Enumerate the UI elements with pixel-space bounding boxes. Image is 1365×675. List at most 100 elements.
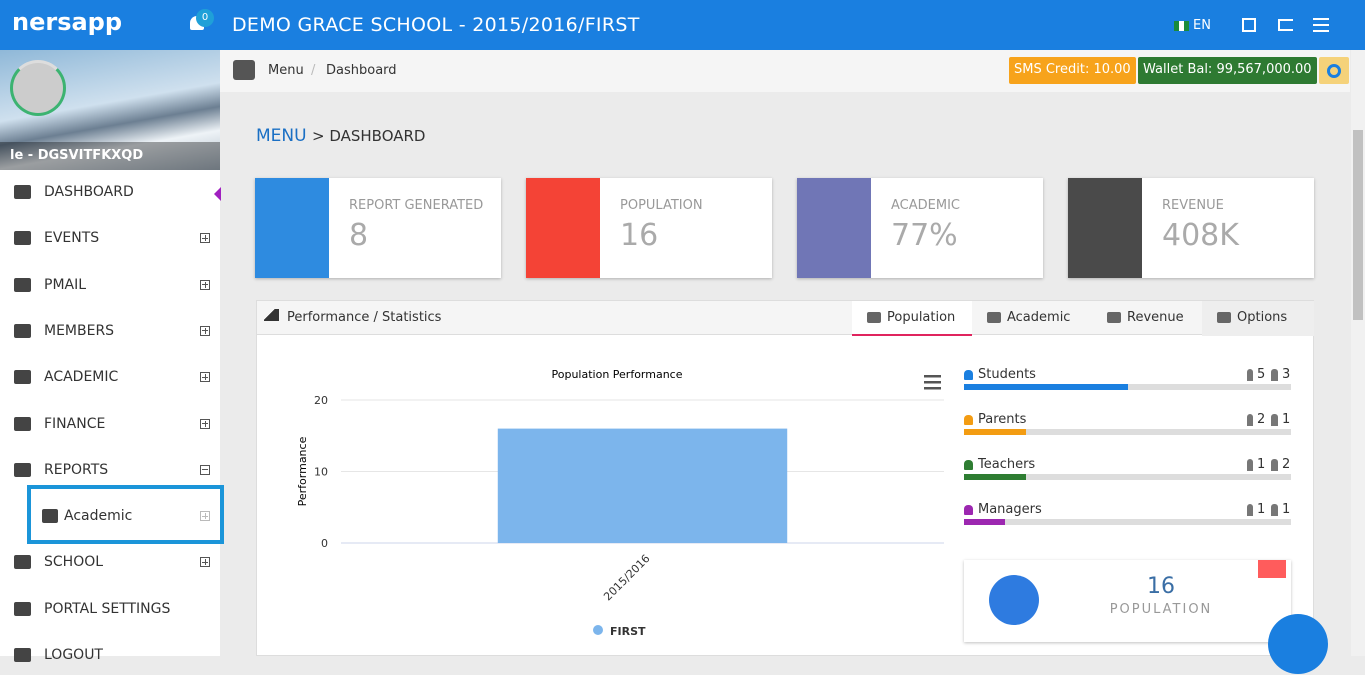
chart-menu: [924, 381, 941, 384]
group-icon: [964, 505, 973, 515]
avatar[interactable]: [10, 60, 66, 116]
male-count: 1: [1257, 457, 1266, 472]
summary-flag: [1258, 560, 1286, 578]
language[interactable]: EN: [1193, 18, 1211, 33]
menu-icon: [14, 601, 31, 616]
refresh-icon[interactable]: [233, 60, 255, 80]
toggle[interactable]: [200, 511, 210, 522]
menu-item[interactable]: SCHOOL: [0, 542, 220, 582]
submenu-highlight: [27, 485, 224, 545]
chart-icon: [264, 309, 279, 321]
female-count: 1: [1282, 412, 1291, 427]
menu-label[interactable]: PORTAL SETTINGS: [44, 600, 171, 617]
progress-bar: [964, 519, 1005, 525]
bar: [497, 428, 788, 543]
school-title: DEMO GRACE SCHOOL - 2015/2016/FIRST: [232, 14, 640, 36]
tab-icon: [1217, 312, 1231, 323]
submenu-item[interactable]: Academic: [0, 496, 220, 536]
sms-credit[interactable]: SMS Credit: 10.00: [1009, 57, 1136, 84]
group-label: Teachers: [978, 457, 1036, 472]
menu-item[interactable]: FINANCE: [0, 404, 220, 444]
menu-item[interactable]: EVENTS: [0, 218, 220, 258]
y-tick-label: 0: [321, 537, 328, 550]
summary-card: 16 POPULATION: [964, 560, 1291, 642]
progress-bar: [964, 474, 1027, 480]
tab-label[interactable]: Academic: [1007, 310, 1071, 325]
female-icon: [1271, 369, 1278, 381]
stat-card[interactable]: REVENUE 408K: [1068, 178, 1314, 278]
panel-title: Performance / Statistics: [287, 310, 442, 325]
stat-value: 77%: [891, 218, 958, 253]
toggle[interactable]: [200, 325, 210, 336]
male-count: 1: [1257, 502, 1266, 517]
toggle[interactable]: [200, 464, 210, 475]
settings-button[interactable]: [1319, 57, 1349, 84]
toggle[interactable]: [200, 418, 210, 429]
menu-label[interactable]: ACADEMIC: [44, 369, 119, 386]
stat-card[interactable]: POPULATION 16: [526, 178, 772, 278]
menu-icon: [14, 648, 31, 662]
submenu-label[interactable]: Academic: [64, 508, 133, 525]
group-label: Managers: [978, 502, 1042, 517]
menu-label[interactable]: MEMBERS: [44, 322, 115, 339]
group-icon: [964, 460, 973, 470]
logout-icon[interactable]: [1278, 19, 1293, 31]
notification-badge: 0: [196, 9, 214, 27]
chart-menu: [924, 375, 941, 378]
menu-label[interactable]: EVENTS: [44, 230, 100, 247]
stat-card[interactable]: ACADEMIC 77%: [797, 178, 1043, 278]
tab-label[interactable]: Population: [887, 310, 956, 325]
stat-value: 408K: [1162, 218, 1239, 253]
toggle[interactable]: [200, 279, 210, 290]
stat-label: REVENUE: [1162, 198, 1224, 213]
menu-icon: [14, 323, 31, 338]
title-menu[interactable]: MENU: [256, 126, 307, 146]
menu-label[interactable]: PMAIL: [44, 276, 87, 293]
menu-item[interactable]: PMAIL: [0, 265, 220, 305]
tab-label[interactable]: Options: [1237, 310, 1288, 325]
female-count: 2: [1282, 457, 1291, 472]
progress-track: [964, 429, 1291, 435]
legend-label: FIRST: [610, 625, 646, 638]
submenu-icon: [42, 509, 58, 524]
menu-label[interactable]: SCHOOL: [44, 554, 104, 571]
group-icon: [964, 370, 973, 380]
breadcrumb-item[interactable]: Menu: [268, 63, 304, 78]
tab-icon: [987, 312, 1001, 323]
menu-item[interactable]: PORTAL SETTINGS: [0, 589, 220, 629]
brand[interactable]: nersapp: [12, 8, 123, 36]
menu-label[interactable]: REPORTS: [44, 461, 109, 478]
stat-card[interactable]: REPORT GENERATED 8: [255, 178, 501, 278]
toggle[interactable]: [200, 233, 210, 244]
stat-label: REPORT GENERATED: [349, 198, 484, 213]
fullscreen-icon[interactable]: [1242, 18, 1256, 32]
menu-icon: [14, 370, 31, 385]
menu-icon[interactable]: [1313, 18, 1329, 32]
menu-item[interactable]: MEMBERS: [0, 311, 220, 351]
tab-label[interactable]: Revenue: [1127, 310, 1184, 325]
toggle[interactable]: [200, 372, 210, 383]
title-current: > DASHBOARD: [311, 127, 426, 145]
menu-label[interactable]: DASHBOARD: [44, 184, 134, 200]
toggle[interactable]: [200, 557, 210, 568]
panel-header: [257, 301, 1313, 335]
group-icon: [964, 415, 973, 425]
sidebar: le - DGSVITFKXQD DASHBOARD EVENTS PMAIL MEM…: [0, 50, 224, 663]
progress-bar: [964, 429, 1027, 435]
menu-label[interactable]: FINANCE: [44, 415, 106, 432]
female-icon: [1271, 414, 1278, 426]
menu-icon: [14, 185, 31, 199]
chat-button[interactable]: [1268, 614, 1328, 674]
wallet-balance[interactable]: Wallet Bal: 99,567,000.00: [1138, 57, 1317, 84]
menu-item[interactable]: REPORTS: [0, 450, 220, 490]
female-icon: [1271, 459, 1278, 471]
stats-panel: Performance / Statistics Population Acade…: [256, 300, 1314, 656]
legend-marker: [593, 625, 603, 635]
progress-track: [964, 384, 1291, 390]
menu-label[interactable]: LOGOUT: [44, 647, 103, 663]
menu-item[interactable]: ACADEMIC: [0, 357, 220, 397]
x-tick-label: 2015/2016: [601, 552, 652, 603]
menu-item[interactable]: DASHBOARD: [0, 172, 220, 212]
menu-item[interactable]: LOGOUT: [0, 635, 220, 675]
